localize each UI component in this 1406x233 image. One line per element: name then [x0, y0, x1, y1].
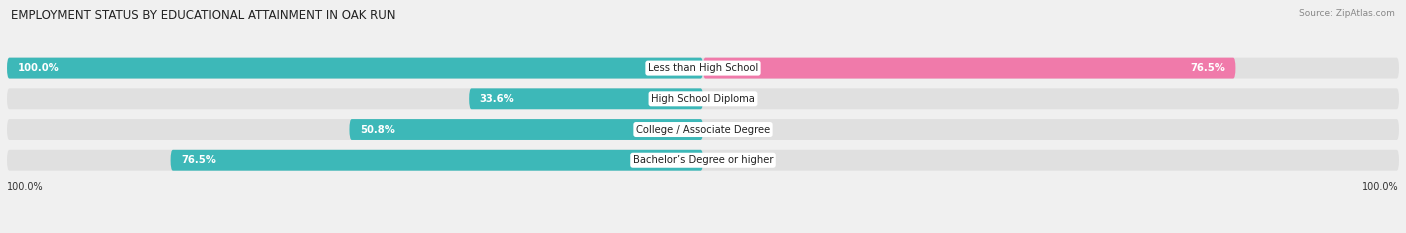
Text: 0.0%: 0.0% — [713, 124, 738, 134]
FancyBboxPatch shape — [7, 88, 1399, 109]
Text: 50.8%: 50.8% — [360, 124, 395, 134]
FancyBboxPatch shape — [7, 119, 1399, 140]
Text: EMPLOYMENT STATUS BY EDUCATIONAL ATTAINMENT IN OAK RUN: EMPLOYMENT STATUS BY EDUCATIONAL ATTAINM… — [11, 9, 395, 22]
FancyBboxPatch shape — [350, 119, 703, 140]
Text: Bachelor’s Degree or higher: Bachelor’s Degree or higher — [633, 155, 773, 165]
FancyBboxPatch shape — [703, 58, 1236, 79]
Text: 76.5%: 76.5% — [181, 155, 217, 165]
Text: Source: ZipAtlas.com: Source: ZipAtlas.com — [1299, 9, 1395, 18]
FancyBboxPatch shape — [7, 150, 1399, 171]
Text: High School Diploma: High School Diploma — [651, 94, 755, 104]
Text: 100.0%: 100.0% — [1362, 182, 1399, 192]
FancyBboxPatch shape — [7, 58, 1399, 79]
Text: College / Associate Degree: College / Associate Degree — [636, 124, 770, 134]
Text: 0.0%: 0.0% — [713, 94, 738, 104]
FancyBboxPatch shape — [170, 150, 703, 171]
Text: 76.5%: 76.5% — [1189, 63, 1225, 73]
Text: 0.0%: 0.0% — [713, 155, 738, 165]
Text: 100.0%: 100.0% — [7, 182, 44, 192]
Text: 100.0%: 100.0% — [17, 63, 59, 73]
FancyBboxPatch shape — [470, 88, 703, 109]
FancyBboxPatch shape — [7, 58, 703, 79]
Text: Less than High School: Less than High School — [648, 63, 758, 73]
Text: 33.6%: 33.6% — [479, 94, 515, 104]
